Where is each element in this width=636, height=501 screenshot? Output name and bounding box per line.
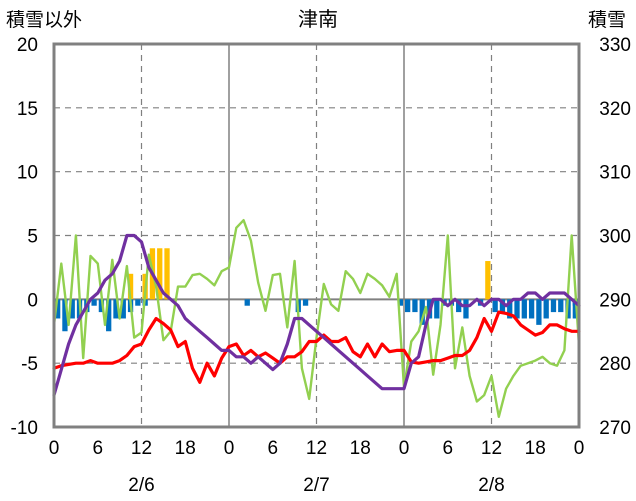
precip-bar bbox=[157, 248, 163, 300]
snow-change-bar bbox=[572, 299, 578, 319]
precip-bar bbox=[164, 248, 170, 300]
right-axis-ticks: 330 320 310 300 290 280 270 bbox=[599, 35, 631, 439]
snow-change-bar bbox=[507, 299, 513, 319]
right-tick-label: 280 bbox=[599, 354, 631, 375]
right-tick-label: 300 bbox=[599, 227, 631, 248]
plot-frame bbox=[52, 42, 581, 429]
snow-change-bar bbox=[55, 299, 61, 319]
snow_depth-line bbox=[52, 233, 581, 397]
right-axis-label: 積雪 bbox=[588, 9, 626, 31]
snow-change-bar bbox=[550, 299, 557, 313]
snow-change-bar bbox=[113, 299, 119, 319]
x-tick-label: 0 bbox=[49, 438, 60, 459]
snow-change-bar bbox=[463, 299, 469, 319]
left-tick-label: -5 bbox=[21, 354, 38, 375]
x-tick-label: 0 bbox=[399, 438, 410, 459]
snow-change-bar bbox=[558, 299, 564, 313]
snow-change-bar bbox=[536, 299, 542, 325]
wind-line bbox=[52, 218, 581, 418]
left-tick-label: 5 bbox=[27, 227, 38, 248]
day-label: 2/7 bbox=[303, 475, 329, 496]
snow-change-bar bbox=[98, 299, 105, 313]
day-labels: 2/6 2/7 2/8 bbox=[128, 475, 504, 496]
snow-change-bar bbox=[106, 299, 112, 332]
left-tick-label: 15 bbox=[17, 99, 38, 120]
snow-change-bar bbox=[405, 299, 411, 313]
right-tick-label: 330 bbox=[599, 35, 631, 56]
snow-change-bar bbox=[120, 299, 126, 319]
snow-change-bar bbox=[91, 299, 97, 306]
snow-change-bar bbox=[514, 299, 520, 319]
x-tick-label: 18 bbox=[175, 438, 196, 459]
x-axis-ticks: 0 6 12 18 0 6 12 18 0 6 12 18 0 bbox=[49, 438, 585, 459]
series-lines bbox=[52, 218, 581, 418]
snow-change-bar bbox=[62, 299, 68, 332]
left-tick-label: 20 bbox=[17, 35, 38, 56]
x-tick-label: 0 bbox=[574, 438, 585, 459]
left-tick-label: 10 bbox=[17, 163, 38, 184]
x-tick-label: 6 bbox=[92, 438, 103, 459]
snow-change-bar bbox=[419, 299, 425, 325]
right-tick-label: 290 bbox=[599, 290, 631, 311]
precip-bar bbox=[127, 273, 134, 300]
chart-title: 津南 bbox=[298, 8, 338, 31]
snow-change-bar bbox=[528, 299, 535, 319]
snow-change-bar bbox=[397, 299, 403, 306]
day-label: 2/8 bbox=[478, 475, 504, 496]
left-tick-label: -10 bbox=[11, 418, 38, 439]
snow-change-bar bbox=[434, 299, 440, 319]
left-axis-label: 積雪以外 bbox=[6, 9, 82, 31]
x-tick-label: 12 bbox=[306, 438, 327, 459]
right-tick-label: 320 bbox=[599, 99, 631, 120]
x-tick-label: 6 bbox=[267, 438, 278, 459]
snow-change-bar bbox=[244, 299, 250, 306]
snow-change-bar bbox=[543, 299, 549, 319]
snow-change-bar bbox=[135, 299, 141, 306]
precip-bar bbox=[485, 261, 491, 300]
x-tick-label: 18 bbox=[525, 438, 546, 459]
x-tick-label: 6 bbox=[442, 438, 453, 459]
snow-change-bar bbox=[412, 299, 418, 313]
snow-change-bar bbox=[521, 299, 527, 319]
x-tick-label: 12 bbox=[131, 438, 152, 459]
x-tick-label: 0 bbox=[224, 438, 235, 459]
right-tick-label: 270 bbox=[599, 418, 631, 439]
x-tick-label: 18 bbox=[350, 438, 371, 459]
snow-change-bar bbox=[492, 299, 498, 313]
day-label: 2/6 bbox=[128, 475, 154, 496]
left-axis-ticks: 20 15 10 5 0 -5 -10 bbox=[11, 35, 38, 439]
snow-change-bar bbox=[302, 299, 309, 306]
x-tick-label: 12 bbox=[481, 438, 502, 459]
snow-change-bar bbox=[499, 299, 506, 313]
left-tick-label: 0 bbox=[27, 290, 38, 311]
snow-change-bar bbox=[456, 299, 462, 313]
snow-change-bar bbox=[69, 299, 75, 319]
temperature-line bbox=[52, 310, 581, 384]
right-tick-label: 310 bbox=[599, 163, 631, 184]
